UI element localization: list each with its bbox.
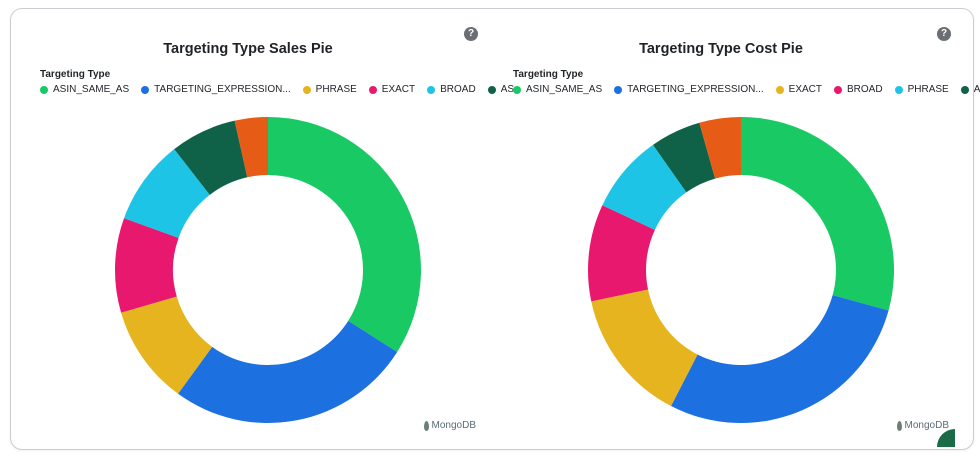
legend-swatch (894, 85, 903, 94)
legend-item[interactable]: EXACT (775, 84, 823, 95)
legend-label: AS (500, 84, 515, 95)
legend-item[interactable]: PHRASE (302, 84, 357, 95)
legend-label: BROAD (847, 84, 883, 95)
pie-slice[interactable] (591, 289, 698, 407)
legend-label: PHRASE (907, 84, 949, 95)
legend-label: ASIN_SAME_AS (526, 84, 603, 95)
legend: ASIN_SAME_AS TARGETING_EXPRESSION... EXACT… (513, 84, 980, 95)
mongodb-watermark: MongoDB (896, 420, 949, 431)
legend-title: Targeting Type (513, 69, 584, 80)
legend-swatch (775, 85, 784, 94)
legend-title: Targeting Type (40, 69, 111, 80)
legend-item[interactable]: AS (487, 84, 515, 95)
help-icon[interactable]: ? (464, 27, 478, 41)
dashboard-frame: Targeting Type Sales Pie ? Targeting Typ… (10, 8, 980, 450)
legend-label: EXACT (381, 84, 416, 95)
legend-label: ASIN_SAME_AS (53, 84, 130, 95)
legend-swatch (368, 85, 377, 94)
legend-item[interactable]: AS (960, 84, 980, 95)
legend-label: EXACT (788, 84, 823, 95)
help-icon[interactable]: ? (937, 27, 951, 41)
watermark-text: MongoDB (431, 420, 476, 431)
pie-slice[interactable] (652, 122, 716, 193)
corner-leaf-icon (937, 429, 955, 447)
pie-slice[interactable] (174, 120, 248, 195)
legend-item[interactable]: ASIN_SAME_AS (513, 84, 602, 95)
pie-slice[interactable] (741, 117, 894, 311)
chart-title: Targeting Type Cost Pie (639, 41, 803, 57)
legend-label: AS (973, 84, 980, 95)
chart-title: Targeting Type Sales Pie (163, 41, 333, 57)
pie-slice[interactable] (114, 218, 179, 313)
legend-item[interactable]: PHRASE (894, 84, 949, 95)
sales-pie-panel: Targeting Type Sales Pie ? Targeting Typ… (12, 9, 514, 449)
legend: ASIN_SAME_AS TARGETING_EXPRESSION... PHRAS… (40, 84, 514, 95)
legend-item[interactable]: EXACT (368, 84, 416, 95)
legend-item[interactable]: BROAD (427, 84, 476, 95)
pie-slice[interactable] (699, 117, 741, 179)
pie-slice[interactable] (588, 205, 655, 302)
pie-slice[interactable] (268, 117, 421, 352)
legend-item[interactable]: ASIN_SAME_AS (40, 84, 129, 95)
mongodb-leaf-icon (423, 420, 429, 431)
pie-slice[interactable] (121, 296, 213, 394)
legend-swatch (487, 85, 496, 94)
watermark-text: MongoDB (904, 420, 949, 431)
legend-swatch (302, 85, 311, 94)
pie-slice[interactable] (178, 320, 398, 424)
pie-slice[interactable] (671, 295, 889, 423)
legend-swatch (834, 85, 843, 94)
legend-item[interactable]: TARGETING_EXPRESSION... (614, 84, 764, 95)
legend-swatch (141, 85, 150, 94)
legend-swatch (40, 85, 48, 94)
pie-slice[interactable] (124, 149, 210, 238)
legend-item[interactable]: TARGETING_EXPRESSION... (141, 84, 291, 95)
legend-swatch (427, 85, 436, 94)
legend-swatch (513, 85, 521, 94)
mongodb-leaf-icon (896, 420, 902, 431)
legend-label: TARGETING_EXPRESSION... (154, 84, 291, 95)
donut-chart (114, 117, 421, 424)
cost-pie-panel: Targeting Type Cost Pie ? Targeting Type… (485, 9, 980, 449)
pie-slice[interactable] (234, 117, 268, 178)
legend-swatch (614, 85, 623, 94)
legend-label: TARGETING_EXPRESSION... (627, 84, 764, 95)
donut-chart (588, 117, 894, 423)
legend-item[interactable]: BROAD (834, 84, 883, 95)
pie-slice[interactable] (602, 144, 687, 230)
legend-swatch (960, 85, 969, 94)
mongodb-watermark: MongoDB (423, 420, 476, 431)
legend-label: BROAD (440, 84, 476, 95)
legend-label: PHRASE (315, 84, 357, 95)
